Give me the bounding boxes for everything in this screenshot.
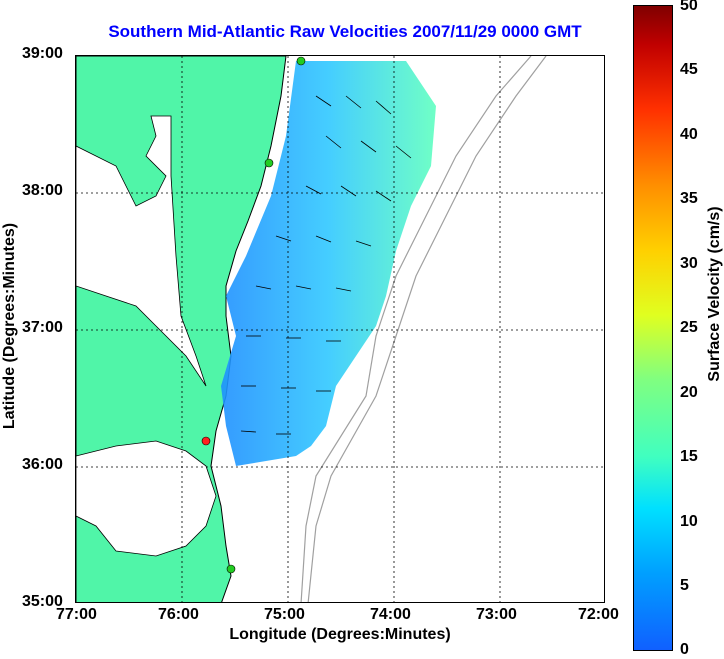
station-marker <box>201 436 211 446</box>
y-tick: 36:00 <box>22 456 63 473</box>
colorbar-tick: 0 <box>680 641 689 658</box>
colorbar-tick: 5 <box>680 577 689 594</box>
station-marker <box>226 564 236 574</box>
x-tick: 73:00 <box>476 606 517 623</box>
colorbar-tick: 25 <box>680 319 698 336</box>
colorbar-tick: 20 <box>680 384 698 401</box>
y-tick: 39:00 <box>22 45 63 62</box>
x-tick: 75:00 <box>264 606 305 623</box>
x-tick: 74:00 <box>370 606 411 623</box>
colorbar-tick: 15 <box>680 448 698 465</box>
station-marker <box>264 158 274 168</box>
bathymetry-contour <box>300 56 532 602</box>
y-tick: 37:00 <box>22 319 63 336</box>
colorbar-tick: 35 <box>680 190 698 207</box>
x-tick: 76:00 <box>158 606 199 623</box>
map-plot-area <box>75 55 605 603</box>
bathymetry-contour-outer <box>307 56 547 602</box>
colorbar-tick: 45 <box>680 61 698 78</box>
velocity-vectors <box>240 95 412 435</box>
colorbar-tick: 50 <box>680 0 698 14</box>
pamlico-sound <box>76 440 217 557</box>
y-tick: 38:00 <box>22 182 63 199</box>
colorbar-label: Surface Velocity (cm/s) <box>706 206 723 382</box>
station-marker <box>296 56 306 66</box>
colorbar-tick: 10 <box>680 513 698 530</box>
x-tick: 77:00 <box>56 606 97 623</box>
y-axis-label: Latitude (Degrees:Minutes) <box>1 222 18 430</box>
x-tick: 72:00 <box>578 606 619 623</box>
velocity-field <box>221 61 436 466</box>
y-tick: 35:00 <box>22 593 63 610</box>
map-svg <box>76 56 604 602</box>
colorbar-tick: 40 <box>680 126 698 143</box>
map-title: Southern Mid-Atlantic Raw Velocities 200… <box>108 22 582 41</box>
colorbar <box>633 5 673 651</box>
map-grid <box>76 56 604 602</box>
colorbar-tick: 30 <box>680 255 698 272</box>
x-axis-label: Longitude (Degrees:Minutes) <box>229 626 451 643</box>
